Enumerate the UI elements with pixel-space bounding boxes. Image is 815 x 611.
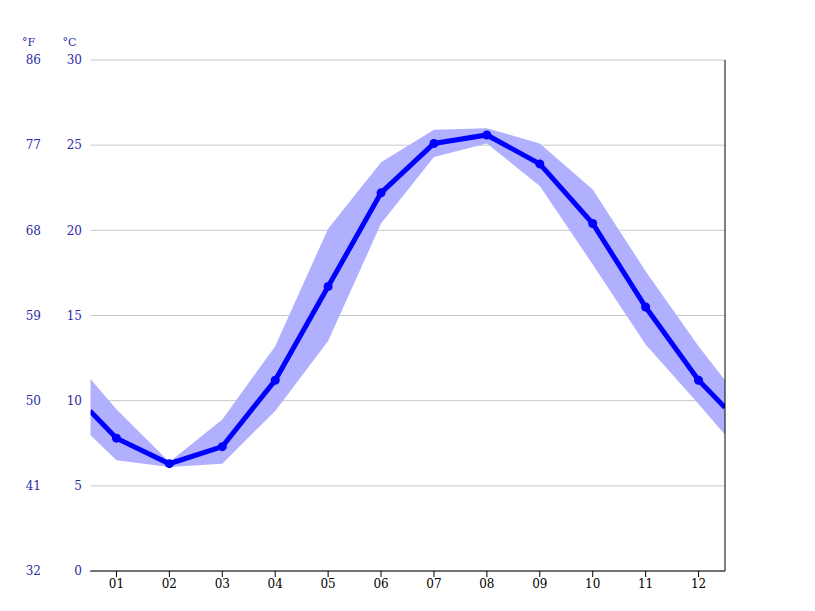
svg-text:03: 03 [215,577,230,591]
svg-text:10: 10 [67,394,82,408]
svg-text:°C: °C [63,36,77,49]
svg-text:04: 04 [268,577,284,591]
svg-text:5: 5 [74,479,82,493]
svg-text:68: 68 [26,224,41,238]
svg-text:50: 50 [26,394,41,408]
svg-text:25: 25 [67,138,82,152]
svg-text:20: 20 [67,224,82,238]
svg-text:°F: °F [22,36,36,49]
svg-text:30: 30 [67,53,82,67]
svg-text:15: 15 [67,309,82,323]
svg-text:06: 06 [373,577,388,591]
svg-text:11: 11 [638,577,653,591]
svg-text:05: 05 [320,577,335,591]
svg-text:02: 02 [162,577,177,591]
svg-text:12: 12 [691,577,706,591]
svg-text:77: 77 [26,138,41,152]
svg-text:10: 10 [585,577,600,591]
svg-text:09: 09 [532,577,547,591]
svg-text:07: 07 [426,577,441,591]
svg-text:0: 0 [74,564,82,578]
svg-text:86: 86 [26,53,41,67]
svg-text:32: 32 [26,564,41,578]
svg-text:41: 41 [26,479,41,493]
svg-text:59: 59 [26,309,41,323]
svg-text:01: 01 [109,577,124,591]
svg-text:08: 08 [479,577,494,591]
